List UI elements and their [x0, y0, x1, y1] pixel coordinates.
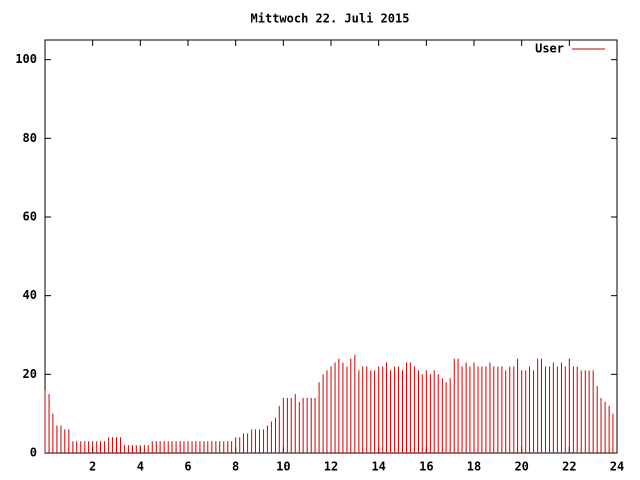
x-tick-label: 8 — [232, 460, 239, 474]
x-tick-label: 20 — [514, 460, 528, 474]
x-tick-label: 2 — [89, 460, 96, 474]
x-tick-label: 18 — [467, 460, 481, 474]
x-tick-label: 4 — [137, 460, 144, 474]
x-tick-label: 22 — [562, 460, 576, 474]
y-tick-label: 60 — [23, 210, 37, 224]
x-tick-label: 6 — [184, 460, 191, 474]
x-tick-label: 16 — [419, 460, 433, 474]
y-tick-label: 0 — [30, 446, 37, 460]
x-tick-label: 10 — [276, 460, 290, 474]
x-tick-label: 12 — [324, 460, 338, 474]
x-tick-label: 14 — [371, 460, 385, 474]
chart-title: Mittwoch 22. Juli 2015 — [251, 12, 410, 26]
y-tick-label: 80 — [23, 131, 37, 145]
y-tick-label: 100 — [15, 52, 37, 66]
y-tick-label: 40 — [23, 288, 37, 302]
y-tick-label: 20 — [23, 367, 37, 381]
legend-label: User — [535, 42, 564, 56]
x-tick-label: 24 — [610, 460, 624, 474]
